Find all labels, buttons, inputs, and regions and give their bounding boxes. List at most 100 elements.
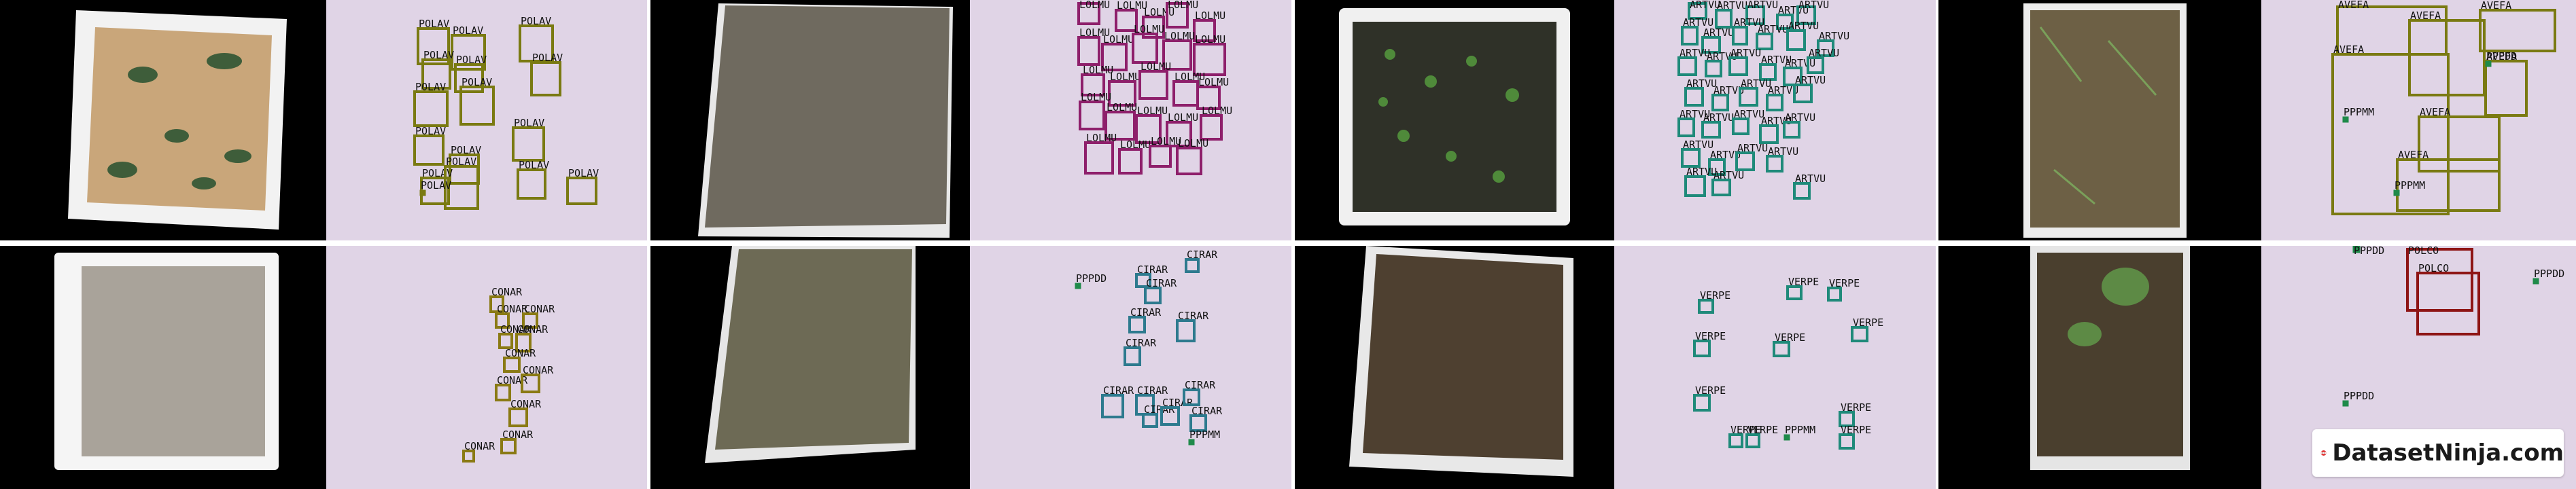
bbox-label: POLAV xyxy=(421,179,451,192)
bbox-artvu xyxy=(1677,117,1695,137)
bbox-label: CIRAR xyxy=(1126,337,1157,349)
bbox-label: ARTVU xyxy=(1717,0,1747,12)
bbox-label: CONAR xyxy=(523,364,554,376)
bbox-polco xyxy=(2406,248,2473,312)
bbox-cirar xyxy=(1135,273,1151,288)
bbox-artvu xyxy=(1759,124,1779,144)
bbox-artvu xyxy=(1711,94,1729,111)
bbox-lolmu xyxy=(1104,111,1136,141)
bbox-conar xyxy=(489,295,504,313)
bbox-label: POLCO xyxy=(2418,262,2449,274)
bbox-label: ARTVU xyxy=(1679,47,1710,59)
bbox-verpe xyxy=(1698,299,1714,314)
bbox-label: VERPE xyxy=(1700,289,1730,302)
annotation-layer-4: AVEFA AVEFA AVEFA AVEFA AVEFA AVEFA AVEFA PPPMM… xyxy=(2331,0,2556,215)
bbox-label: LOLMU xyxy=(1151,135,1181,147)
bbox-cirar xyxy=(1160,406,1180,426)
bbox-label: ARTVU xyxy=(1798,0,1829,11)
bbox-pppdd xyxy=(2533,278,2539,285)
annotation-conar: CONAR CONAR CONAR CONAR CONAR CONAR CONAR CONAR… xyxy=(326,246,647,489)
bbox-conar xyxy=(521,374,540,393)
bbox-artvu xyxy=(1681,148,1701,168)
bbox-label: POLAV xyxy=(419,18,449,30)
bbox-label: LOLMU xyxy=(1103,33,1134,46)
bbox-label: POLAV xyxy=(422,167,453,179)
bbox-lolmu xyxy=(1142,16,1165,39)
bbox-label: CONAR xyxy=(497,374,528,386)
bbox-artvu xyxy=(1739,87,1758,107)
bbox-label: ARTVU xyxy=(1809,47,1839,59)
bbox-label: PPPMM xyxy=(2344,106,2374,118)
bbox-artvu xyxy=(1783,67,1803,86)
bbox-lolmu xyxy=(1079,101,1105,130)
bbox-artvu xyxy=(1766,155,1783,173)
bbox-label: POLAV xyxy=(514,117,544,129)
bbox-conar xyxy=(500,438,517,454)
bbox-label: POLAV xyxy=(415,81,446,93)
bbox-label: AVEFA xyxy=(2398,149,2429,161)
bbox-label: LOLMU xyxy=(1164,30,1195,42)
bbox-label: POLAV xyxy=(446,156,476,168)
bbox-cirar xyxy=(1183,388,1200,406)
photo-lolmu xyxy=(650,0,970,240)
bbox-lolmu xyxy=(1176,147,1202,175)
bbox-label: ARTVU xyxy=(1768,145,1798,158)
bbox-label: PPPMM xyxy=(1785,424,1815,436)
bbox-avefa xyxy=(2479,9,2556,52)
bbox-artvu xyxy=(1745,5,1765,25)
bbox-lolmu xyxy=(1101,43,1128,71)
bbox-cirar xyxy=(1124,346,1141,366)
bbox-verpe xyxy=(1728,433,1743,448)
bbox-label: AVEFA xyxy=(2338,0,2369,11)
bbox-cirar xyxy=(1101,394,1124,418)
bbox-label: VERPE xyxy=(1695,384,1726,397)
soil-photo-7 xyxy=(1295,246,1614,489)
bbox-label: VERPE xyxy=(1841,401,1871,414)
bbox-artvu xyxy=(1681,26,1699,46)
bbox-polav xyxy=(459,86,495,126)
annotation-avefa: AVEFA AVEFA AVEFA AVEFA AVEFA AVEFA AVEFA PPPMM… xyxy=(2261,0,2576,240)
bbox-artvu xyxy=(1711,179,1731,196)
bbox-artvu xyxy=(1756,33,1773,50)
bbox-label: VERPE xyxy=(1829,277,1860,289)
bbox-artvu xyxy=(1817,39,1834,57)
bbox-pppdd xyxy=(2352,246,2361,253)
bbox-label: ARTVU xyxy=(1741,77,1771,90)
bbox-pppdd xyxy=(2485,60,2492,67)
bbox-label: ARTVU xyxy=(1683,139,1713,151)
annotation-layer-8: POLCO POLCO PPPDD PPPDD PPPDD xyxy=(2342,246,2564,407)
bbox-label: ARTVU xyxy=(1795,74,1826,86)
bbox-label: ARTVU xyxy=(1737,142,1768,154)
bbox-polav xyxy=(419,189,426,196)
bbox-artvu xyxy=(1776,14,1794,30)
bbox-artvu xyxy=(1708,158,1726,176)
bbox-label: CIRAR xyxy=(1137,384,1168,397)
bbox-label: PPPDD xyxy=(2354,246,2384,257)
soil-photo-1 xyxy=(0,0,326,240)
bbox-label: VERPE xyxy=(1747,424,1778,436)
bbox-label: CIRAR xyxy=(1191,405,1223,417)
bbox-label: AVEFA xyxy=(2420,106,2450,118)
photo-artvu xyxy=(1295,0,1614,240)
bbox-label: ARTVU xyxy=(1730,47,1761,59)
bbox-label: CONAR xyxy=(505,347,536,359)
bbox-lolmu xyxy=(1077,36,1100,66)
soil-photo-5 xyxy=(0,246,326,489)
bbox-label: AVEFA xyxy=(2486,50,2517,62)
bbox-artvu xyxy=(1701,36,1721,54)
bbox-pppmm xyxy=(1188,439,1195,446)
bbox-avefa xyxy=(2396,158,2501,212)
bbox-label: CONAR xyxy=(502,429,534,441)
bbox-artvu xyxy=(1783,121,1800,139)
bbox-label: ARTVU xyxy=(1795,173,1826,185)
photo-polco xyxy=(1938,246,2261,489)
soil-photo-6 xyxy=(650,246,970,489)
soil-photo-8 xyxy=(1938,246,2261,489)
bbox-label: LOLMU xyxy=(1137,105,1168,117)
soil-photo-3 xyxy=(1295,0,1614,240)
bbox-label: POLAV xyxy=(519,159,549,171)
bbox-cirar xyxy=(1176,319,1196,342)
bbox-artvu xyxy=(1677,56,1697,76)
bbox-label: LOLMU xyxy=(1117,0,1147,12)
bbox-label: PPPDD xyxy=(2486,50,2517,62)
